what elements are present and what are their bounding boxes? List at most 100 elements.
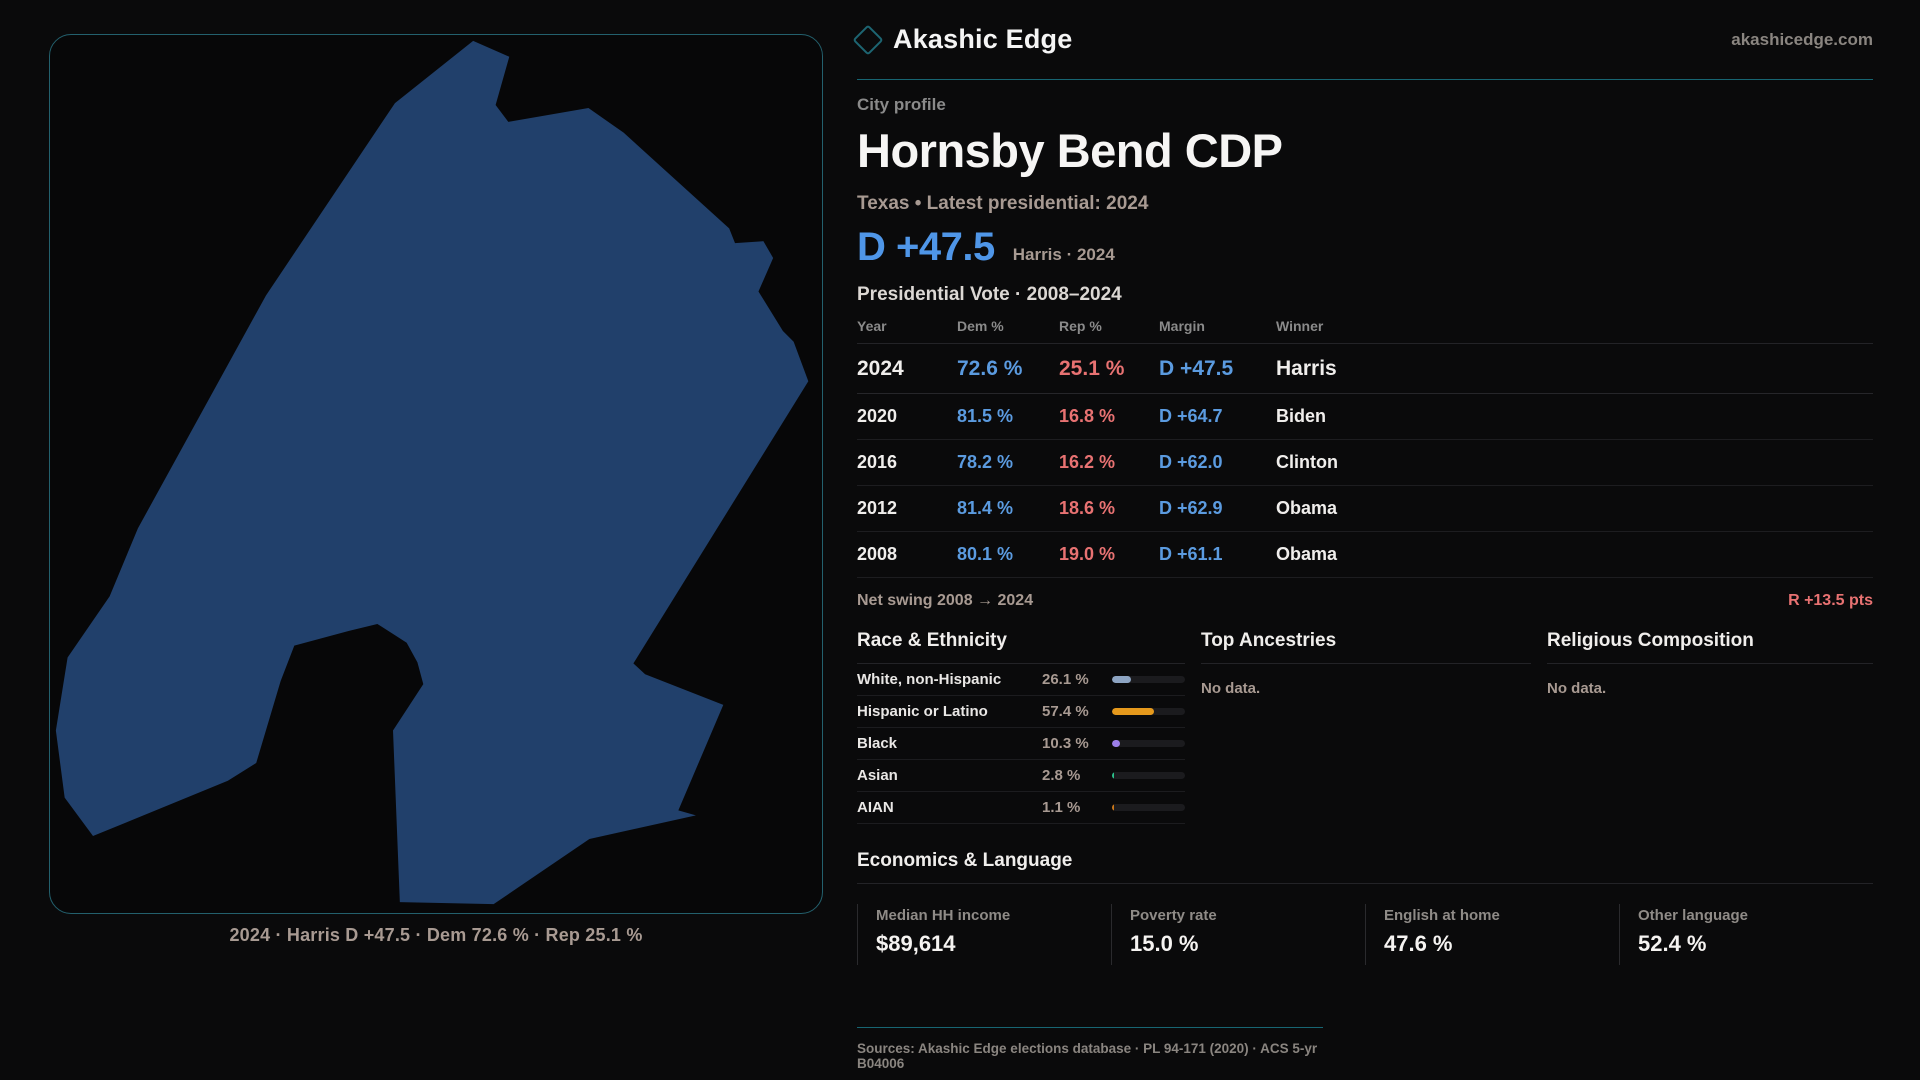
stat-value: 52.4 % — [1638, 931, 1707, 956]
list-item: AIAN 1.1 % — [857, 792, 1185, 824]
cell-winner: Biden — [1276, 406, 1327, 426]
cell-rep: 25.1 % — [1059, 356, 1125, 380]
race-bar-fill — [1112, 708, 1154, 715]
map-caption: 2024 · Harris D +47.5 · Dem 72.6 % · Rep… — [229, 925, 643, 945]
vote-table: Year Dem % Rep % Margin Winner 2024 72.6… — [857, 318, 1873, 578]
profile-panel: Akashic Edge akashicedge.com City profil… — [852, 0, 1873, 1080]
list-item: Asian 2.8 % — [857, 760, 1185, 792]
stat-value: 47.6 % — [1384, 931, 1453, 956]
net-swing-label: Net swing 2008 → 2024 — [857, 592, 1034, 609]
brand-name: Akashic Edge — [893, 24, 1073, 54]
cell-rep: 16.8 % — [1059, 406, 1116, 426]
vote-table-title: Presidential Vote · 2008–2024 — [857, 284, 1122, 305]
race-bar-track — [1112, 740, 1185, 747]
cell-margin: D +47.5 — [1159, 356, 1234, 380]
table-row: 2016 78.2 % 16.2 % D +62.0 Clinton — [857, 440, 1873, 486]
race-bar-track — [1112, 804, 1185, 811]
footer: Sources: Akashic Edge elections database… — [857, 1027, 1323, 1080]
stat-label: English at home — [1384, 907, 1500, 924]
list-item: White, non-Hispanic 26.1 % — [857, 664, 1185, 696]
race-bar-track — [1112, 708, 1185, 715]
religious-composition-empty: No data. — [1547, 680, 1607, 697]
top-ancestries-section: Top Ancestries No data. — [1201, 630, 1531, 824]
stat-label: Other language — [1638, 907, 1749, 924]
cell-margin: D +64.7 — [1159, 406, 1223, 426]
city-map — [55, 40, 809, 905]
city-map-panel — [49, 34, 823, 914]
race-value: 26.1 % — [1042, 671, 1089, 688]
cell-dem: 80.1 % — [957, 544, 1014, 564]
cell-year: 2008 — [857, 544, 898, 564]
cell-year: 2012 — [857, 498, 898, 518]
brand-domain-link[interactable]: akashicedge.com — [1731, 29, 1873, 49]
cell-margin: D +62.9 — [1159, 498, 1223, 518]
stat-value: $89,614 — [876, 931, 956, 956]
cell-winner: Obama — [1276, 544, 1338, 564]
cell-winner: Clinton — [1276, 452, 1338, 472]
col-margin: Margin — [1159, 318, 1205, 334]
race-label: Asian — [857, 767, 898, 784]
race-bar-fill — [1112, 772, 1115, 779]
cell-margin: D +62.0 — [1159, 452, 1223, 472]
profile-meta: Texas • Latest presidential: 2024 — [857, 193, 1149, 214]
stat-cell: English at home 47.6 % — [1365, 904, 1619, 965]
list-item: Hispanic or Latino 57.4 % — [857, 696, 1185, 728]
race-value: 2.8 % — [1042, 767, 1081, 784]
cell-dem: 81.5 % — [957, 406, 1014, 426]
table-row: 2020 81.5 % 16.8 % D +64.7 Biden — [857, 394, 1873, 440]
table-row: 2024 72.6 % 25.1 % D +47.5 Harris — [857, 344, 1873, 394]
race-label: AIAN — [857, 799, 894, 816]
religious-composition-section: Religious Composition No data. — [1547, 630, 1873, 824]
race-value: 57.4 % — [1042, 703, 1089, 720]
stat-label: Median HH income — [876, 907, 1011, 924]
top-ancestries-title: Top Ancestries — [1201, 630, 1531, 664]
race-label: Hispanic or Latino — [857, 703, 988, 720]
cell-rep: 18.6 % — [1059, 498, 1116, 518]
net-swing-value: R +13.5 pts — [1788, 592, 1873, 609]
kicker: City profile — [857, 95, 946, 114]
cell-winner: Harris — [1276, 356, 1337, 380]
top-ancestries-empty: No data. — [1201, 680, 1261, 697]
stat-cell: Poverty rate 15.0 % — [1111, 904, 1365, 965]
religious-composition-title: Religious Composition — [1547, 630, 1873, 664]
cell-winner: Obama — [1276, 498, 1338, 518]
cell-dem: 81.4 % — [957, 498, 1014, 518]
cell-rep: 19.0 % — [1059, 544, 1116, 564]
race-value: 10.3 % — [1042, 735, 1089, 752]
list-item: Black 10.3 % — [857, 728, 1185, 760]
col-year: Year — [857, 318, 887, 334]
economics-section: Economics & Language Median HH income $8… — [857, 850, 1873, 965]
economics-stats: Median HH income $89,614 Poverty rate 15… — [857, 904, 1873, 965]
economics-title: Economics & Language — [857, 850, 1873, 884]
demographics-columns: Race & Ethnicity White, non-Hispanic 26.… — [857, 630, 1873, 824]
headline: D +47.5 Harris · 2024 — [857, 225, 1873, 270]
page-title: Hornsby Bend CDP — [857, 124, 1283, 177]
cell-margin: D +61.1 — [1159, 544, 1223, 564]
stat-cell: Other language 52.4 % — [1619, 904, 1873, 965]
footer-sources: Sources: Akashic Edge elections database… — [857, 1041, 1318, 1071]
footer-permalink[interactable]: akashicedge.com/cities/4834856 — [857, 1078, 1323, 1080]
col-rep: Rep % — [1059, 318, 1102, 334]
cell-year: 2020 — [857, 406, 898, 426]
race-value: 1.1 % — [1042, 799, 1081, 816]
race-label: White, non-Hispanic — [857, 671, 1002, 688]
headline-margin: D +47.5 — [857, 225, 995, 269]
table-row: 2012 81.4 % 18.6 % D +62.9 Obama — [857, 486, 1873, 532]
race-bar-fill — [1112, 804, 1114, 811]
race-ethnicity-title: Race & Ethnicity — [857, 630, 1185, 664]
race-bar-fill — [1112, 740, 1120, 747]
cell-year: 2024 — [857, 356, 904, 380]
header: Akashic Edge akashicedge.com — [852, 0, 1873, 80]
brand: Akashic Edge — [852, 23, 1073, 56]
net-swing: Net swing 2008 → 2024 R +13.5 pts — [857, 592, 1873, 610]
race-bar-track — [1112, 676, 1185, 683]
cell-dem: 72.6 % — [957, 356, 1023, 380]
race-bar-fill — [1112, 676, 1132, 683]
vote-table-header: Year Dem % Rep % Margin Winner — [857, 318, 1873, 344]
city-boundary-shape — [55, 40, 809, 905]
stat-cell: Median HH income $89,614 — [857, 904, 1111, 965]
diamond-icon — [852, 23, 884, 56]
race-label: Black — [857, 735, 898, 752]
cell-year: 2016 — [857, 452, 898, 472]
